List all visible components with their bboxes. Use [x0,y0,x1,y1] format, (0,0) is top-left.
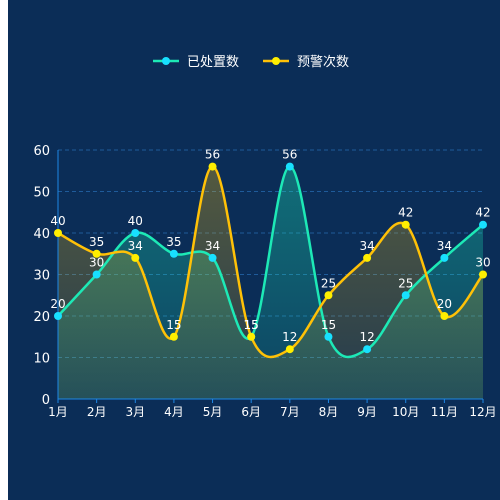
data-label: 35 [89,235,104,249]
data-label: 34 [128,239,143,253]
series-areas [58,166,483,399]
y-tick-label: 20 [33,310,50,325]
x-tick-label: 9月 [357,405,377,419]
data-label: 12 [359,330,374,344]
series-point[interactable] [208,162,217,171]
x-tick-label: 7月 [280,405,300,419]
series-point[interactable] [401,220,410,229]
series-point[interactable] [247,332,256,341]
series-point[interactable] [54,312,62,320]
data-label: 15 [244,318,259,332]
series-point[interactable] [285,345,294,354]
series-point[interactable] [479,220,487,229]
series-point[interactable] [92,249,101,258]
data-label: 34 [437,239,452,253]
data-label: 40 [128,214,143,228]
x-tick-label: 11月 [431,405,458,419]
data-label: 30 [475,256,490,270]
series-point[interactable] [54,229,62,237]
x-tick-label: 4月 [164,405,184,419]
series-point[interactable] [440,312,449,320]
y-tick-label: 0 [42,393,50,408]
data-label: 42 [398,206,413,220]
y-tick-label: 50 [33,186,50,201]
series-point[interactable] [440,253,449,262]
series-point[interactable] [324,332,333,341]
data-label: 30 [89,256,104,270]
x-tick-label: 10月 [392,405,419,419]
series-point[interactable] [208,253,217,262]
x-tick-label: 1月 [48,405,68,419]
legend-label: 已处置数 [187,55,239,70]
data-label: 25 [398,276,413,290]
series-point[interactable] [285,162,294,171]
series-point[interactable] [169,249,178,258]
data-label: 34 [359,239,374,253]
legend-label: 预警次数 [297,54,349,70]
series-point[interactable] [131,253,140,262]
series-markers [54,162,487,354]
series-point[interactable] [92,270,101,279]
series-point[interactable] [169,332,178,341]
data-label: 15 [166,318,181,332]
data-label: 15 [321,318,336,332]
data-label: 20 [50,297,65,311]
series-point[interactable] [363,253,372,262]
data-label: 34 [205,239,220,253]
y-tick-label: 30 [33,269,50,284]
x-tick-label: 2月 [87,405,107,419]
series-point[interactable] [401,291,410,300]
series-point[interactable] [479,270,487,279]
y-tick-label: 10 [33,352,50,367]
x-tick-label: 6月 [241,405,261,419]
y-tick-label: 60 [33,144,50,159]
data-label: 56 [282,148,297,162]
data-label: 56 [205,148,220,162]
y-tick-label: 40 [33,227,50,242]
series-point[interactable] [324,291,333,300]
legend-item[interactable]: 已处置数 [153,55,239,70]
x-tick-label: 5月 [203,405,223,419]
series-point[interactable] [131,229,140,237]
x-tick-label: 3月 [125,405,145,419]
data-label: 35 [166,235,181,249]
x-tick-label: 12月 [469,405,496,419]
legend[interactable]: 已处置数 预警次数 [153,54,349,70]
series-point[interactable] [363,345,372,354]
data-label: 20 [437,297,452,311]
legend-swatch-marker [162,57,170,65]
data-label: 25 [321,276,336,290]
legend-swatch-marker [272,57,280,65]
data-label: 42 [475,206,490,220]
data-label: 15 [244,318,259,332]
x-tick-label: 8月 [319,405,339,419]
legend-item[interactable]: 预警次数 [263,54,349,70]
data-label: 12 [282,330,297,344]
chart-panel: 0 10 20 30 40 50 60 1月 2月 3月 4月 5月 6月 7月 8月 9月 10月 11月 12月… [8,0,500,500]
data-label: 40 [50,214,65,228]
